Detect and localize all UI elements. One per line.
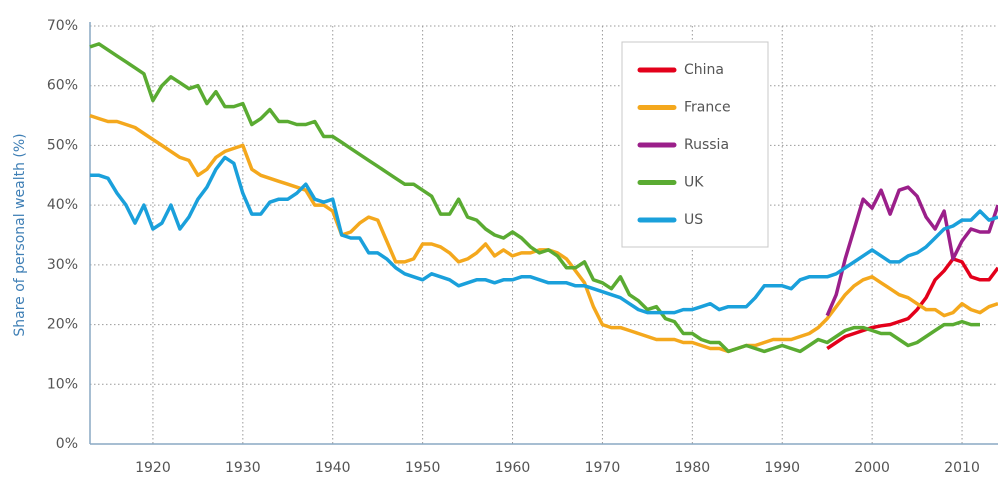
- y-tick-label: 70%: [47, 18, 78, 34]
- x-tick-label: 2000: [854, 460, 890, 476]
- x-tick-label: 1960: [495, 460, 531, 476]
- y-tick-label: 10%: [47, 376, 78, 392]
- x-tick-label: 1920: [135, 460, 171, 476]
- x-tick-label: 1930: [225, 460, 261, 476]
- x-tick-label: 1940: [315, 460, 351, 476]
- series-line: [89, 42, 980, 354]
- legend-label: Russia: [684, 137, 729, 153]
- series-line: [90, 155, 998, 315]
- y-tick-label: 60%: [47, 78, 78, 94]
- legend-label: UK: [684, 175, 704, 191]
- series-line: [825, 185, 998, 317]
- y-tick-label: 30%: [47, 257, 78, 273]
- x-tick-label: 1990: [764, 460, 800, 476]
- y-tick-label: 20%: [47, 317, 78, 333]
- x-tick-label: 1980: [675, 460, 711, 476]
- legend-label: US: [684, 212, 703, 228]
- series-line: [826, 257, 998, 350]
- legend-label: France: [684, 100, 731, 116]
- legend-label: China: [684, 62, 724, 78]
- y-axis-label: Share of personal wealth (%): [12, 133, 28, 336]
- y-tick-label: 50%: [47, 137, 78, 153]
- series-line: [89, 113, 998, 354]
- y-tick-label: 0%: [56, 436, 78, 452]
- x-tick-label: 1970: [585, 460, 621, 476]
- x-tick-label: 1950: [405, 460, 441, 476]
- x-tick-label: 2010: [944, 460, 980, 476]
- y-tick-label: 40%: [47, 197, 78, 213]
